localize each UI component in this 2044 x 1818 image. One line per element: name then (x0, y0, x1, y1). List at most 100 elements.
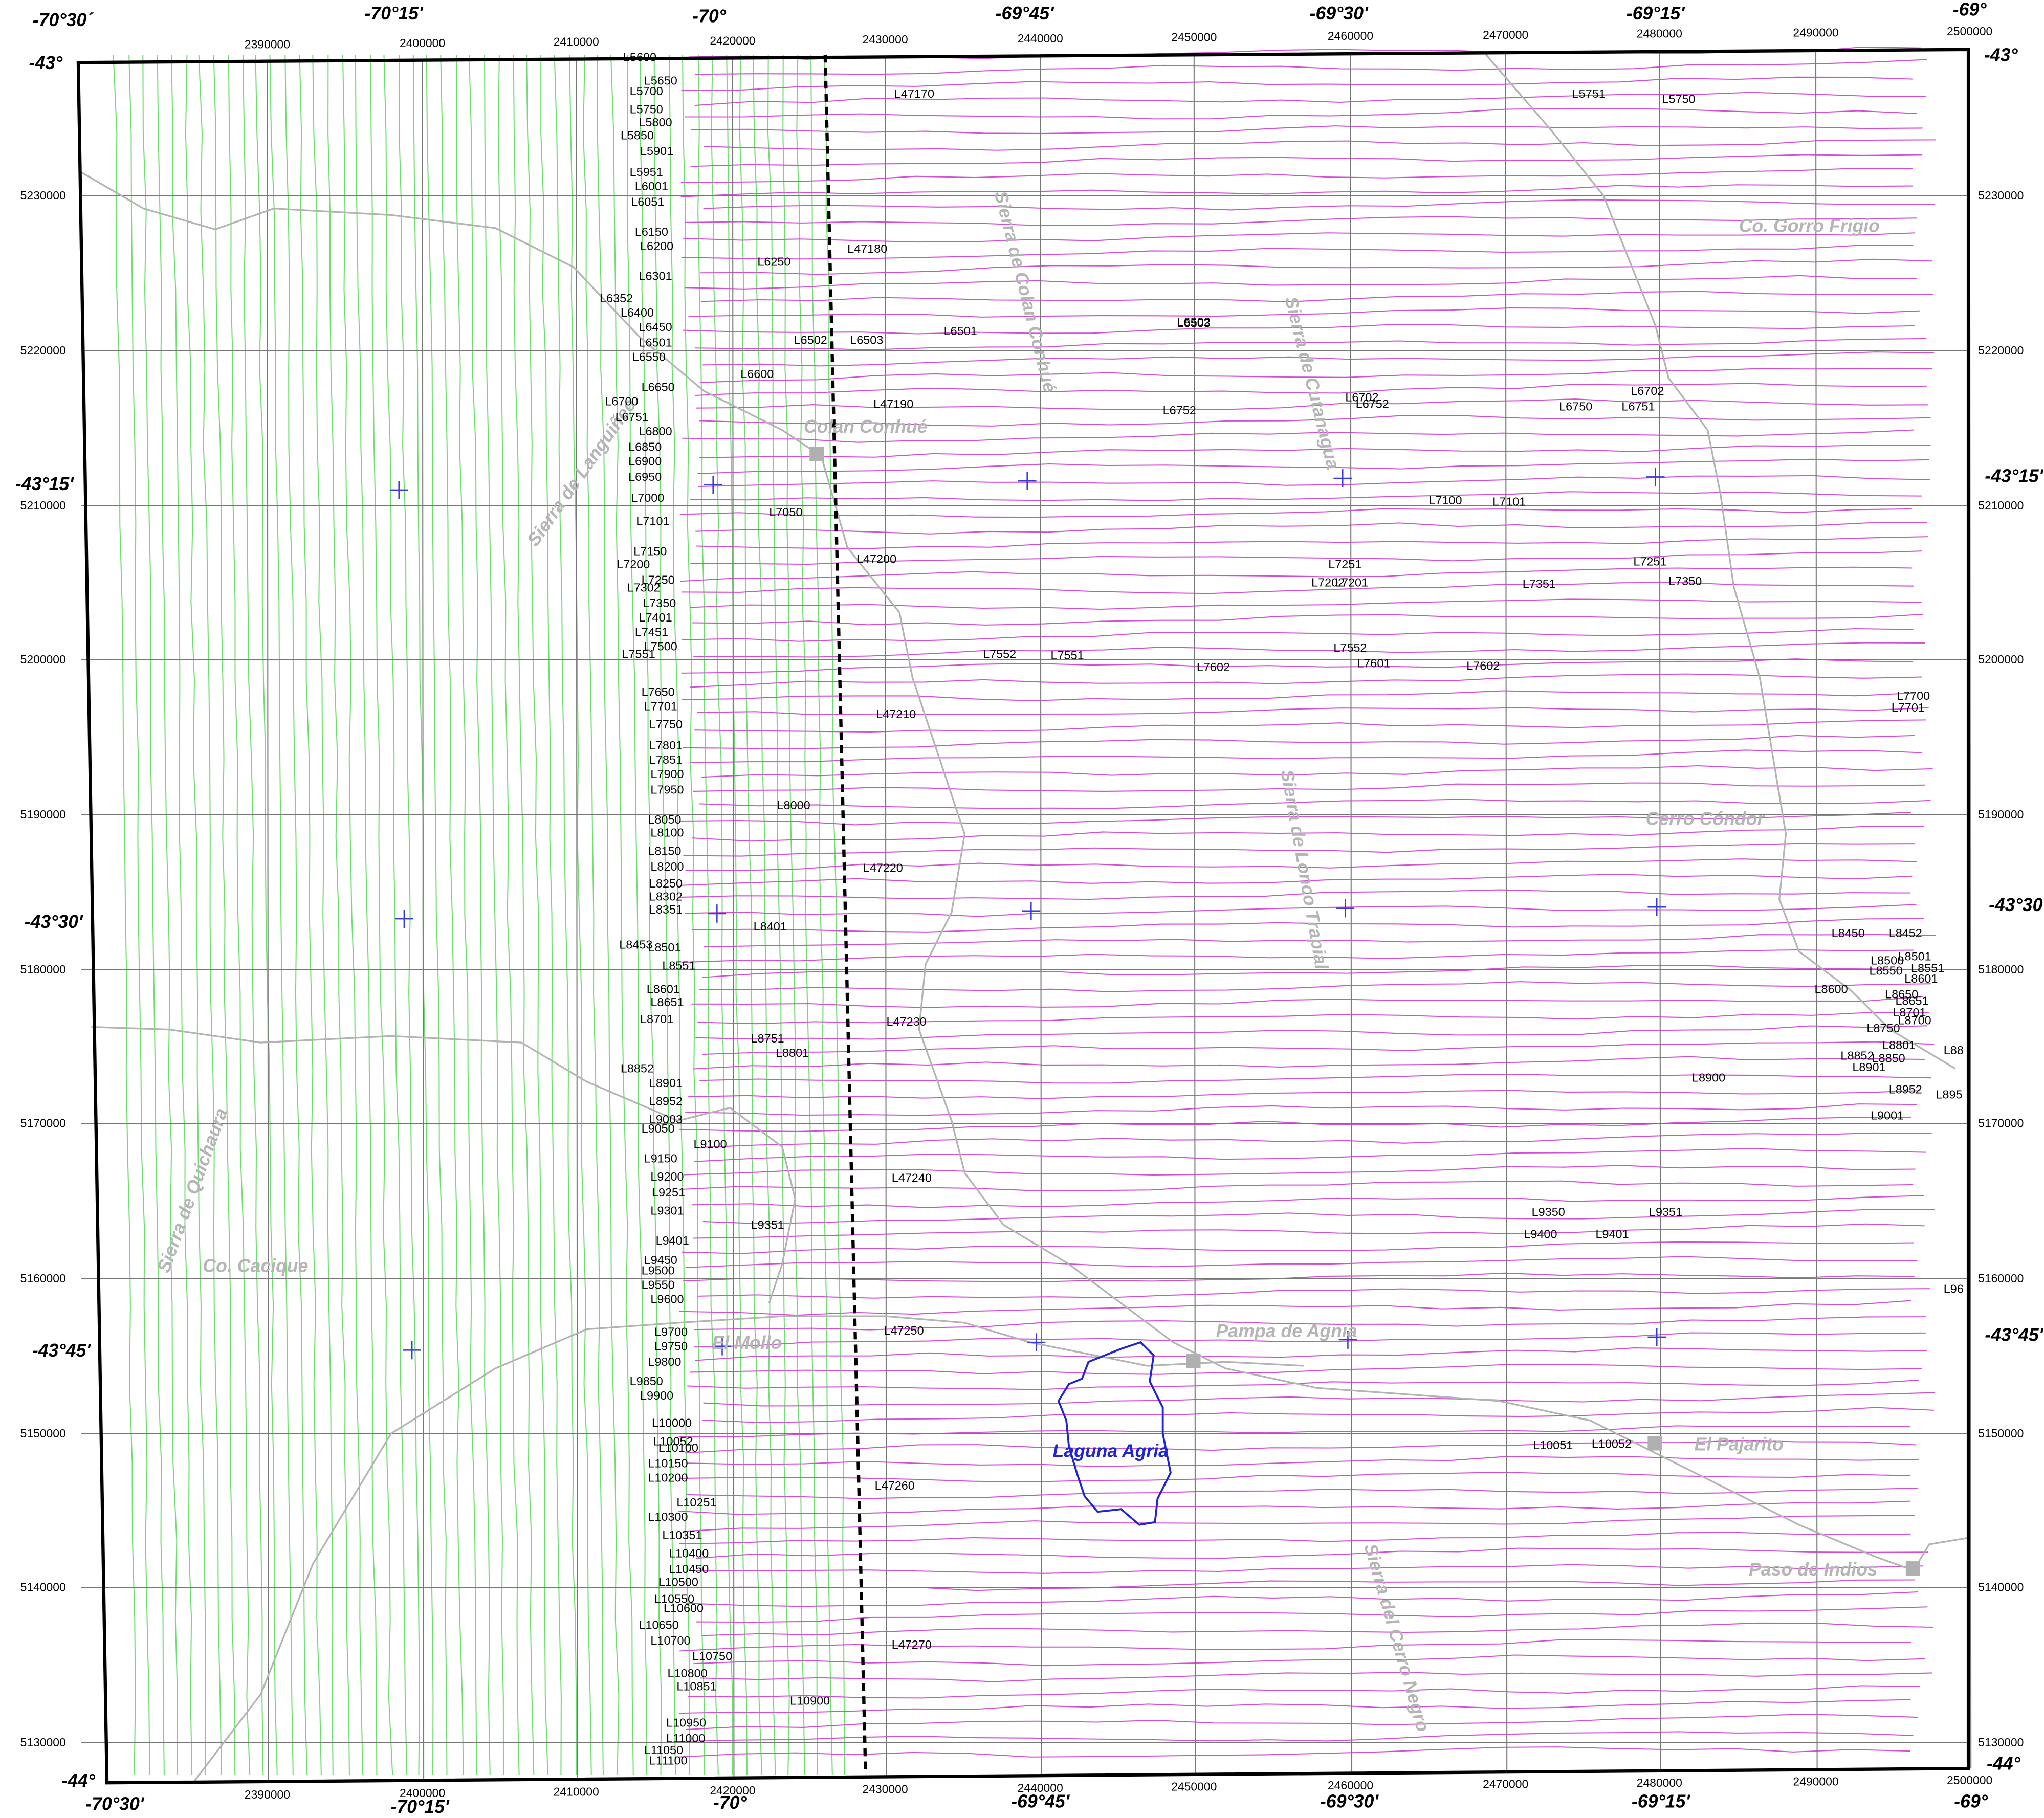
survey-line (113, 54, 136, 1775)
survey-line-label: L7050 (769, 505, 802, 519)
easting-label: 2490000 (1793, 26, 1838, 39)
survey-line (695, 383, 1927, 396)
survey-line-label: L6200 (640, 239, 673, 253)
survey-line (682, 54, 706, 1775)
survey-line-label: L5901 (640, 144, 673, 158)
survey-line-label: L8852 (621, 1062, 654, 1075)
survey-line-label: L10200 (648, 1471, 688, 1484)
survey-line (699, 981, 1931, 992)
survey-line-label: L7401 (639, 611, 672, 624)
northing-label: 5210000 (1978, 499, 2024, 512)
survey-line-label: L8751 (751, 1032, 784, 1045)
survey-line (685, 1256, 1918, 1268)
easting-grid-line (1659, 51, 1661, 1771)
survey-line (198, 54, 222, 1775)
survey-line (702, 1041, 1935, 1055)
survey-line (692, 918, 1924, 933)
easting-label: 2400000 (400, 36, 445, 50)
survey-line (213, 54, 236, 1775)
survey-line (484, 54, 504, 1775)
survey-line-label: L10500 (658, 1576, 698, 1589)
place-name: El Mollo (712, 1333, 782, 1353)
survey-line-label: L6501 (944, 324, 977, 338)
survey-line (703, 199, 1936, 211)
survey-line (684, 904, 1917, 917)
northing-label: 5190000 (1978, 808, 2024, 821)
survey-line (682, 949, 1914, 963)
survey-line-label: L7350 (1668, 574, 1702, 588)
survey-line (698, 799, 1931, 809)
survey-line-label: L8551 (1911, 962, 1944, 975)
graticule-cross (1338, 1331, 1357, 1349)
survey-line (697, 707, 1929, 716)
easting-label: 2430000 (862, 1783, 908, 1796)
survey-line (692, 1195, 1924, 1208)
northing-label: 5140000 (20, 1581, 66, 1594)
survey-line-label: L9301 (650, 1204, 684, 1217)
graticule-cross (1647, 1328, 1666, 1346)
survey-line (767, 54, 790, 1775)
survey-line-label: L8952 (649, 1094, 683, 1107)
survey-line (693, 1654, 1926, 1667)
longitude-label: -70°15' (365, 3, 424, 24)
survey-line-label: L8750 (1866, 1022, 1900, 1035)
survey-line (383, 54, 408, 1775)
survey-line-label: L6150 (635, 225, 668, 238)
survey-line-label: L7000 (631, 491, 664, 504)
road (91, 1026, 796, 1304)
graticule-cross (395, 910, 413, 928)
survey-line-label: L7900 (650, 767, 684, 781)
survey-line (690, 673, 1922, 688)
survey-line (711, 54, 733, 1775)
survey-line-label: L9100 (693, 1137, 727, 1150)
survey-line-label: L8650 (1885, 988, 1918, 1001)
place-name: Paso de Indios (1749, 1559, 1878, 1580)
northing-label: 5130000 (20, 1736, 66, 1749)
survey-line-label: L6750 (1559, 400, 1592, 413)
survey-line (726, 54, 748, 1775)
survey-line (687, 1456, 1919, 1467)
survey-line-label: L6502 (1177, 315, 1211, 328)
survey-line-label: L9800 (648, 1355, 681, 1368)
northing-label: 5170000 (20, 1117, 66, 1130)
place-name: Cerro Cóndor (1646, 809, 1766, 829)
survey-line (696, 1547, 1928, 1559)
survey-line (739, 54, 763, 1775)
easting-grid-line (1505, 52, 1508, 1772)
survey-line (683, 1272, 1915, 1283)
survey-line (691, 613, 1924, 626)
survey-line (284, 54, 308, 1775)
survey-line (678, 889, 1911, 900)
survey-line-label: L7602 (1197, 660, 1230, 674)
survey-line (142, 54, 165, 1775)
latitude-label: -43°30' (1989, 895, 2044, 915)
survey-line (681, 76, 1914, 92)
graticule-cross (389, 481, 408, 499)
survey-line (694, 1332, 1926, 1348)
survey-line-label: L10150 (648, 1457, 688, 1470)
survey-line (701, 291, 1933, 303)
survey-line (626, 55, 648, 1775)
survey-line-label: L47180 (847, 242, 887, 255)
survey-line-label: L6250 (757, 255, 790, 269)
graticule-cross (704, 475, 722, 494)
easting-label: 2450000 (1171, 31, 1217, 44)
northing-label: 5160000 (20, 1272, 66, 1285)
longitude-label: -69° (1954, 1791, 1988, 1812)
survey-line (696, 398, 1928, 410)
easting-grid-line (576, 60, 578, 1781)
survey-line-label: L7101 (636, 515, 669, 528)
survey-line (685, 216, 1917, 227)
northing-label: 5150000 (1978, 1427, 2024, 1440)
survey-line (569, 54, 592, 1775)
survey-line-label: L7551 (622, 648, 655, 661)
survey-line-label: L9150 (644, 1152, 677, 1165)
survey-line (678, 1699, 1911, 1714)
survey-line (695, 1347, 1927, 1361)
survey-line-label: L7101 (1492, 495, 1526, 508)
survey-line-label: L10750 (692, 1650, 732, 1663)
survey-line-label: L9401 (656, 1234, 689, 1247)
northing-label: 5180000 (1978, 963, 2024, 976)
survey-line (685, 275, 1917, 290)
easting-grid-line (1350, 53, 1353, 1774)
